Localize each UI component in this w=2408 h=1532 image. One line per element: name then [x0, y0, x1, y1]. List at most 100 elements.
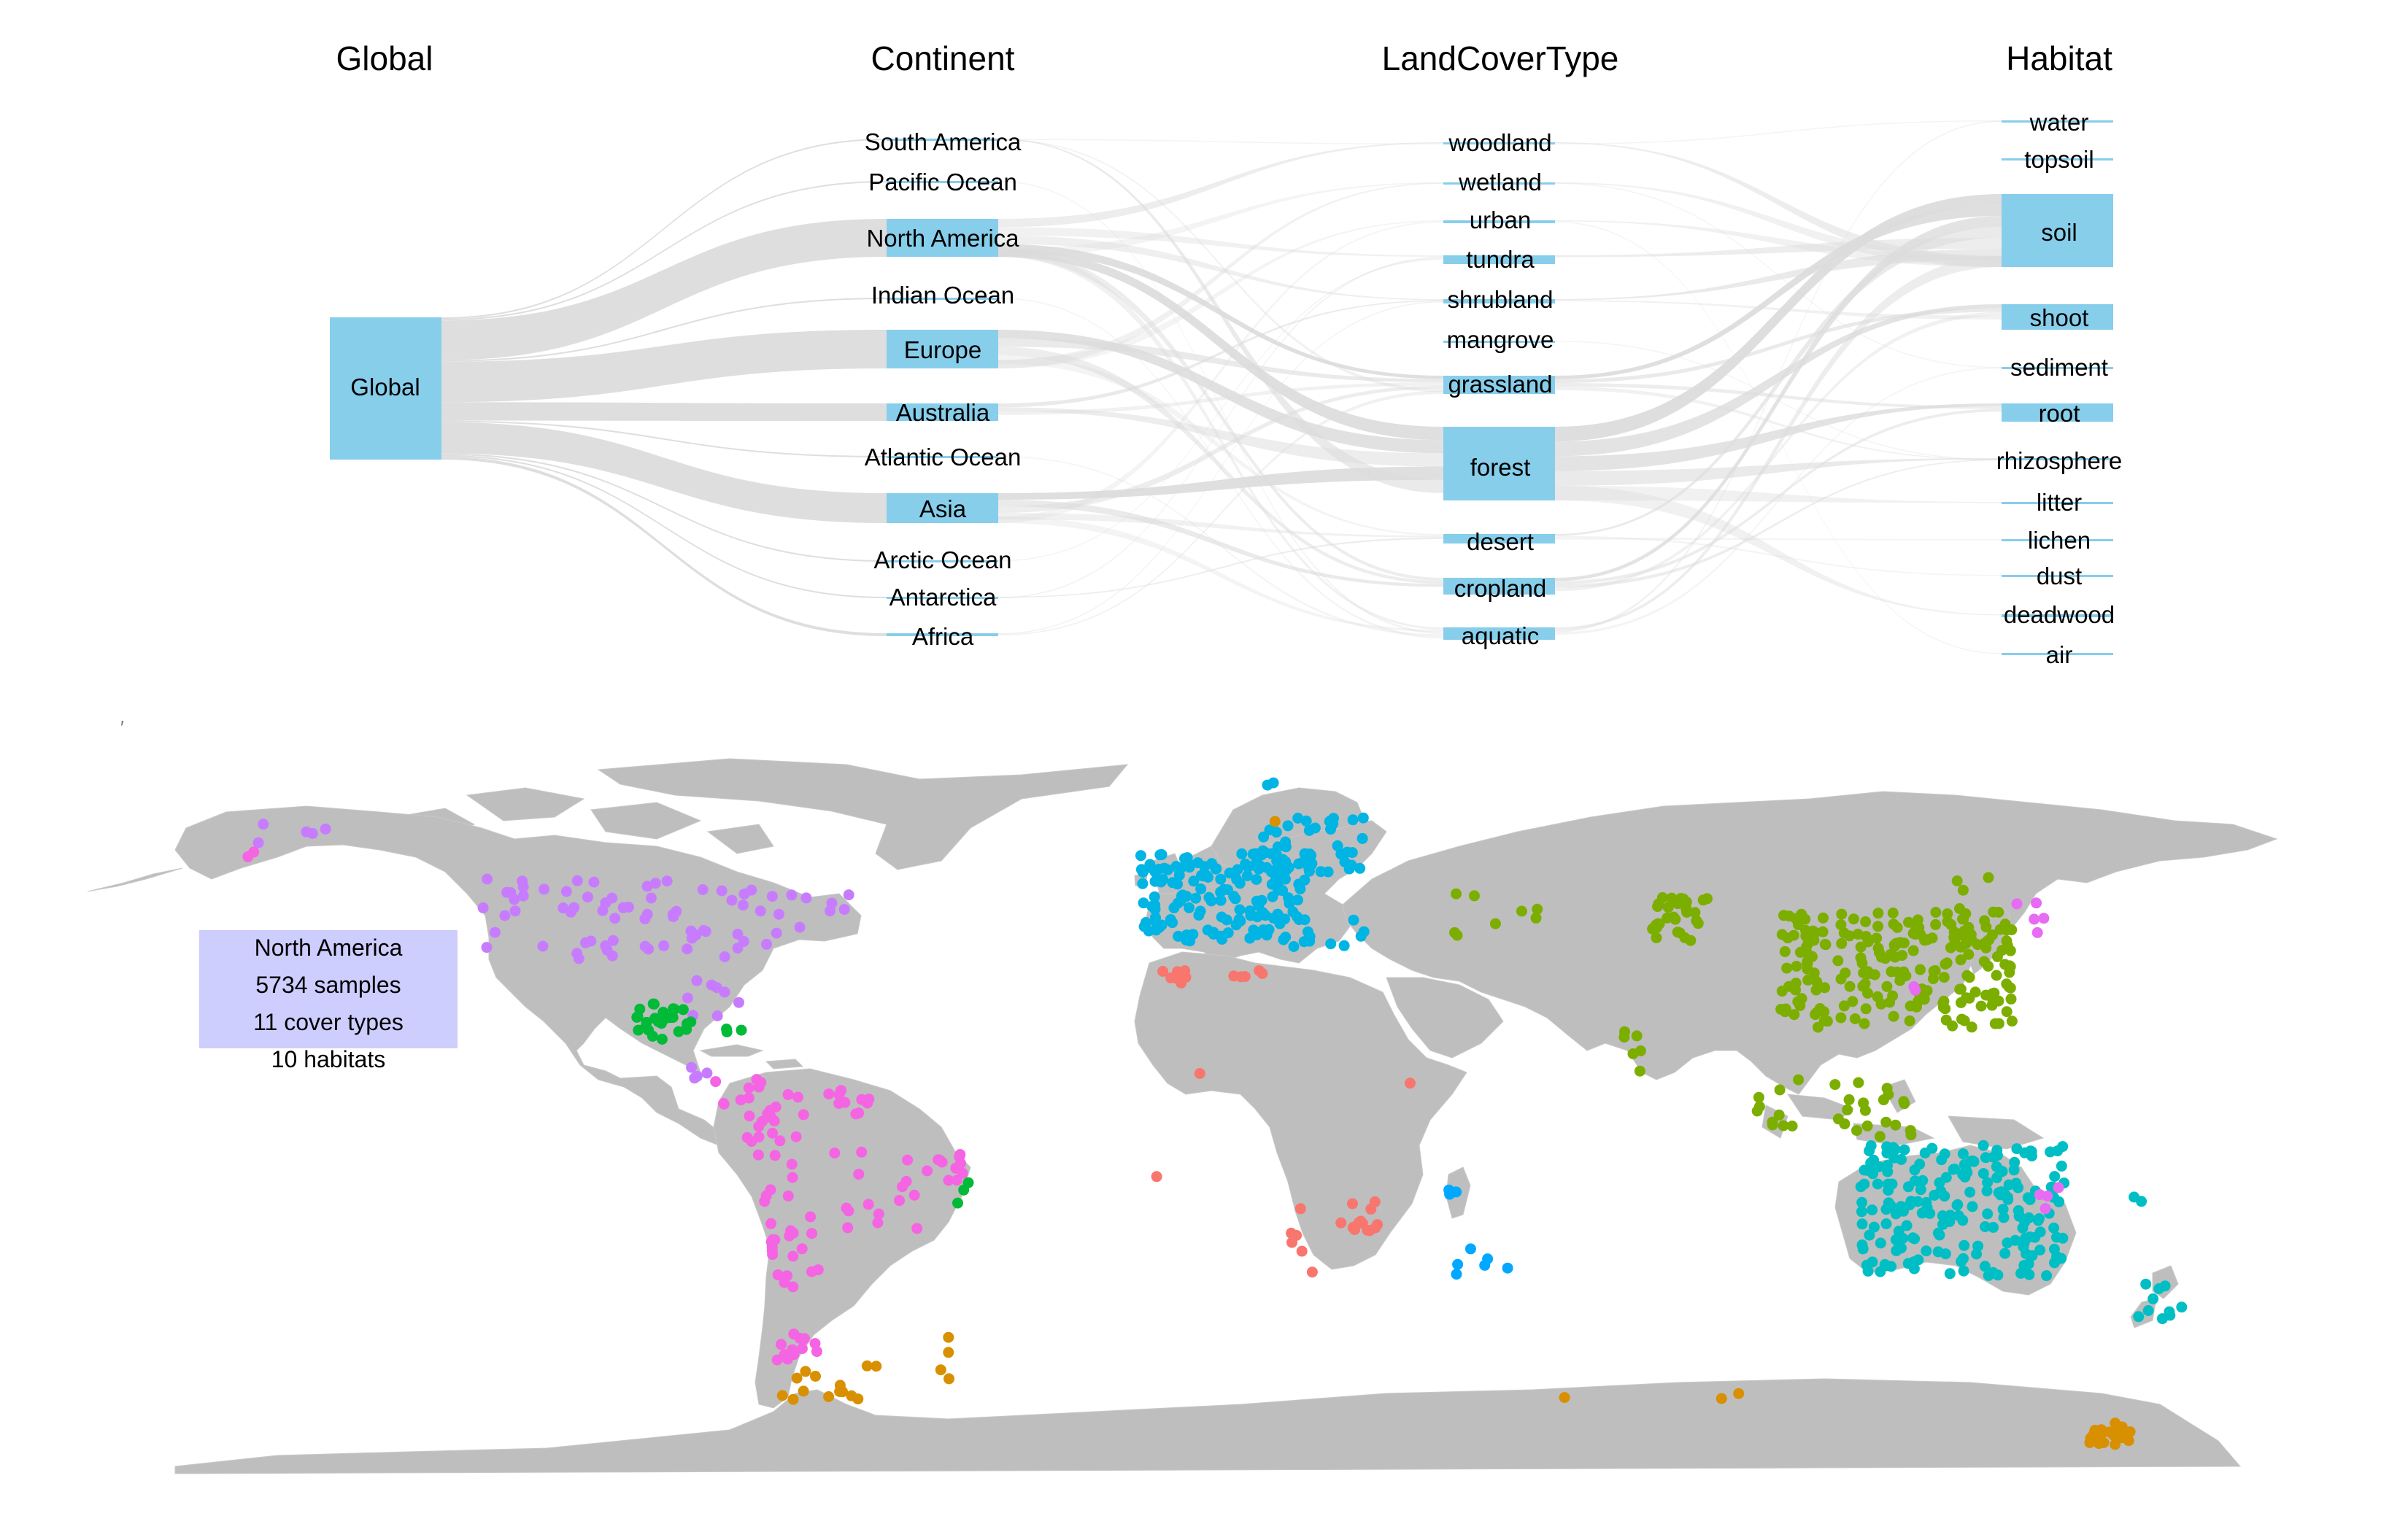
sample-point-south-america	[787, 1172, 798, 1183]
link-global-to-africa	[441, 456, 887, 636]
sample-point-asia	[1887, 990, 1899, 1002]
link-forest-to-soil	[1555, 194, 2002, 442]
sample-point-europe	[1346, 847, 1358, 859]
link-aquatic-to-soil	[1555, 256, 2002, 630]
sample-point-africa	[1235, 971, 1247, 983]
sample-point-south-america	[771, 1354, 783, 1366]
column-header-landcovertype: LandCoverType	[1382, 39, 1619, 77]
sample-point-south-america	[769, 1150, 781, 1161]
info-box-habitats: 10 habitats	[271, 1046, 386, 1072]
sample-point-south-america	[809, 1338, 821, 1350]
link-antarctica-to-desert	[998, 537, 1443, 598]
sample-point-australia	[1959, 1239, 1970, 1251]
node-urban	[1443, 220, 1555, 223]
sample-point-asia	[1651, 932, 1662, 943]
sample-point-north-america	[560, 886, 572, 897]
southeast-asia-islands	[1761, 1079, 2045, 1150]
sample-point-asia	[1915, 929, 1926, 940]
sample-point-south-america	[833, 1088, 845, 1100]
sample-point-south-america	[863, 1199, 874, 1210]
sample-point-indian-ocean	[1479, 1259, 1491, 1271]
sample-point-asia	[1860, 916, 1872, 927]
node-label-desert: desert	[1467, 528, 1534, 555]
sample-point-australia	[1867, 1168, 1879, 1180]
sample-point-antarctica	[2124, 1426, 2136, 1438]
sample-point-south-america	[743, 1082, 755, 1094]
sample-point-asia	[1993, 995, 2004, 1007]
sample-point-asia	[2006, 1015, 2018, 1027]
sample-point-asia	[1880, 1116, 1892, 1128]
node-label-air: air	[2046, 641, 2073, 668]
sample-point-asia	[2005, 993, 2017, 1005]
sample-point-north-america	[686, 1061, 698, 1073]
sample-point-asia	[1835, 1012, 1847, 1024]
link-global-to-asia	[441, 422, 887, 523]
info-box-region: North America	[255, 935, 403, 961]
sample-point-europe	[1205, 895, 1217, 907]
sample-point-europe	[1272, 841, 1284, 853]
sample-point-europe	[1195, 883, 1207, 894]
sample-point-australia	[1926, 1142, 1938, 1154]
sample-point-south-america	[776, 1339, 787, 1350]
node-grassland	[1443, 376, 1555, 394]
info-box-background	[199, 930, 458, 1048]
sample-point-north-america	[641, 881, 653, 892]
link-south-america-to-woodland	[998, 139, 1443, 144]
sample-point-indian-ocean	[1452, 1258, 1464, 1270]
sample-point-europe	[1292, 813, 1304, 824]
sample-point-pacific	[2031, 926, 2043, 938]
sample-point-north-america	[557, 902, 569, 914]
sample-point-indian-ocean	[1451, 1269, 1462, 1280]
sample-point-asia	[1767, 1119, 1778, 1131]
sample-point-south-america	[752, 1149, 764, 1161]
column-header-continent: Continent	[871, 39, 1015, 77]
sample-point-australia	[1958, 1265, 1969, 1277]
sample-point-asia	[1807, 925, 1819, 937]
sample-point-south-america	[951, 1175, 962, 1186]
node-wetland	[1443, 182, 1555, 185]
sample-point-australia	[1907, 1232, 1918, 1244]
sample-point-asia	[1955, 941, 1967, 953]
sample-point-asia	[1937, 997, 1949, 1009]
sample-point-europe	[1181, 935, 1192, 946]
sample-point-asia	[1921, 985, 1933, 997]
sample-point-indian-ocean	[1443, 1184, 1455, 1196]
sample-point-antarctica	[2123, 1435, 2134, 1447]
sample-point-central-america	[656, 1034, 668, 1045]
sample-point-australia	[2034, 1245, 2046, 1256]
node-label-asia: Asia	[919, 495, 967, 522]
sample-point-south-america	[792, 1091, 803, 1103]
sample-point-asia	[1691, 915, 1702, 926]
sample-point-asia	[1838, 1000, 1850, 1012]
sample-point-asia	[2004, 967, 2015, 978]
sample-point-australia	[2023, 1212, 2034, 1223]
sample-point-australia	[1888, 1142, 1899, 1153]
sample-point-south-america	[790, 1131, 802, 1142]
sample-point-antarctica	[852, 1393, 864, 1405]
info-box-samples: 5734 samples	[255, 972, 401, 998]
sample-point-australia	[1971, 1248, 1983, 1260]
sample-point-asia	[1954, 903, 1965, 914]
sample-point-australia	[2056, 1253, 2067, 1264]
sample-point-asia	[1469, 890, 1480, 902]
node-shrubland	[1443, 299, 1555, 303]
sample-point-europe	[1288, 941, 1300, 952]
sample-point-asia	[1489, 918, 1501, 929]
sample-point-asia	[1904, 1015, 1915, 1026]
sample-point-asia	[1836, 937, 1848, 949]
sample-point-asia	[1888, 918, 1899, 930]
sample-point-asia	[1890, 1119, 1902, 1131]
sample-point-asia	[1532, 903, 1543, 915]
sample-point-asia	[1966, 1021, 1977, 1033]
sample-point-australia	[1953, 1210, 1964, 1221]
sample-point-asia	[1993, 1018, 2004, 1029]
node-topsoil	[2002, 158, 2113, 160]
sample-point-asia	[1863, 968, 1875, 980]
sample-point-australia	[1979, 1261, 1991, 1272]
sample-point-australia	[1948, 1164, 1959, 1175]
sample-point-asia	[1891, 966, 1903, 978]
sample-point-south-america	[950, 1162, 962, 1174]
node-label-global: Global	[350, 374, 420, 401]
sample-point-europe	[1292, 894, 1303, 906]
sample-point-australia	[1859, 1164, 1870, 1176]
